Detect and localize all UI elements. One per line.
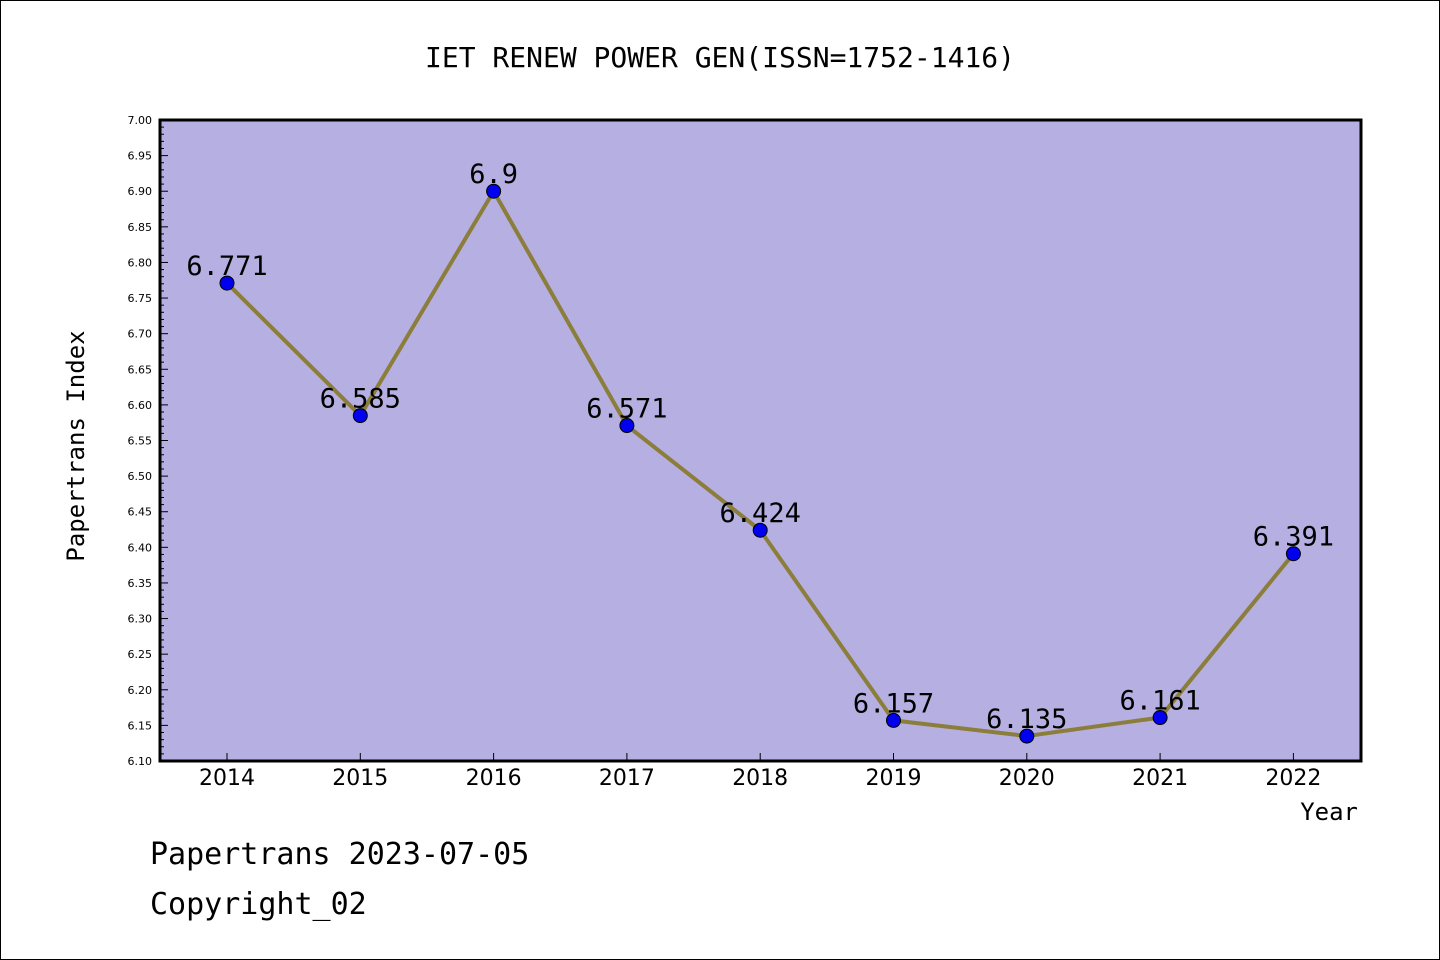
data-label: 6.161	[1119, 686, 1200, 717]
y-axis-label: Papertrans Index	[62, 330, 90, 561]
data-label: 6.424	[720, 498, 801, 529]
data-point	[486, 183, 502, 199]
data-label: 6.585	[320, 384, 401, 415]
footer-date: Papertrans 2023-07-05	[150, 837, 529, 872]
x-axis: 2014 2015 2016 2017 2018 2019 2020 2021 2022	[199, 753, 1321, 791]
y-tick-label: 7.00	[128, 114, 153, 127]
data-point	[352, 408, 368, 424]
y-tick-label: 6.35	[128, 577, 153, 590]
y-tick-label: 6.95	[128, 150, 153, 163]
y-tick-label: 6.40	[128, 541, 153, 554]
y-tick-label: 6.90	[128, 185, 153, 198]
plot-area	[158, 118, 1363, 763]
x-tick-label: 2018	[732, 766, 788, 791]
x-tick-label: 2020	[999, 766, 1055, 791]
y-tick-label: 6.55	[128, 435, 153, 448]
y-tick-label: 6.80	[128, 256, 153, 269]
data-label: 6.391	[1253, 522, 1334, 553]
x-tick-label: 2022	[1265, 766, 1321, 791]
y-tick-label: 6.15	[128, 719, 153, 732]
x-tick-label: 2017	[599, 766, 655, 791]
y-tick-label: 6.25	[128, 648, 153, 661]
y-tick-label: 6.60	[128, 399, 153, 412]
data-point	[219, 275, 235, 291]
x-tick-label: 2016	[466, 766, 522, 791]
data-point	[1285, 546, 1301, 562]
x-tick-label: 2015	[332, 766, 388, 791]
data-points	[219, 183, 1301, 744]
data-label: 6.157	[853, 688, 934, 719]
x-axis-label: Year	[1300, 798, 1358, 826]
data-point	[886, 712, 901, 728]
y-tick-label: 6.85	[128, 221, 153, 234]
y-tick-label: 6.65	[128, 363, 153, 376]
data-point	[619, 418, 635, 434]
data-label: 6.135	[986, 704, 1067, 735]
data-labels: 6.771 6.585 6.9 6.571 6.424 6.157 6.135 6.161 6.…	[186, 159, 1334, 735]
footer-copyright: Copyright_02	[150, 887, 367, 922]
y-tick-label: 6.70	[128, 328, 153, 341]
y-tick-label: 6.45	[128, 506, 153, 519]
y-axis: 6.10 6.15 6.20 6.25 6.30 6.35 6.40 6.45 6.50 6.55…	[128, 114, 168, 768]
data-label: 6.571	[586, 394, 667, 425]
data-label: 6.9	[469, 159, 518, 190]
data-point	[1152, 710, 1168, 726]
x-tick-label: 2021	[1132, 766, 1188, 791]
data-point	[1019, 728, 1035, 744]
y-tick-label: 6.30	[128, 613, 153, 626]
y-tick-label: 6.20	[128, 684, 153, 697]
y-tick-label: 6.75	[128, 292, 153, 305]
chart-title: IET RENEW POWER GEN(ISSN=1752-1416)	[425, 41, 1015, 74]
x-tick-label: 2019	[866, 766, 922, 791]
y-tick-label: 6.10	[128, 755, 153, 768]
data-label: 6.771	[186, 251, 267, 282]
x-tick-label: 2014	[199, 766, 255, 791]
data-point	[752, 522, 768, 538]
y-tick-label: 6.50	[128, 470, 153, 483]
